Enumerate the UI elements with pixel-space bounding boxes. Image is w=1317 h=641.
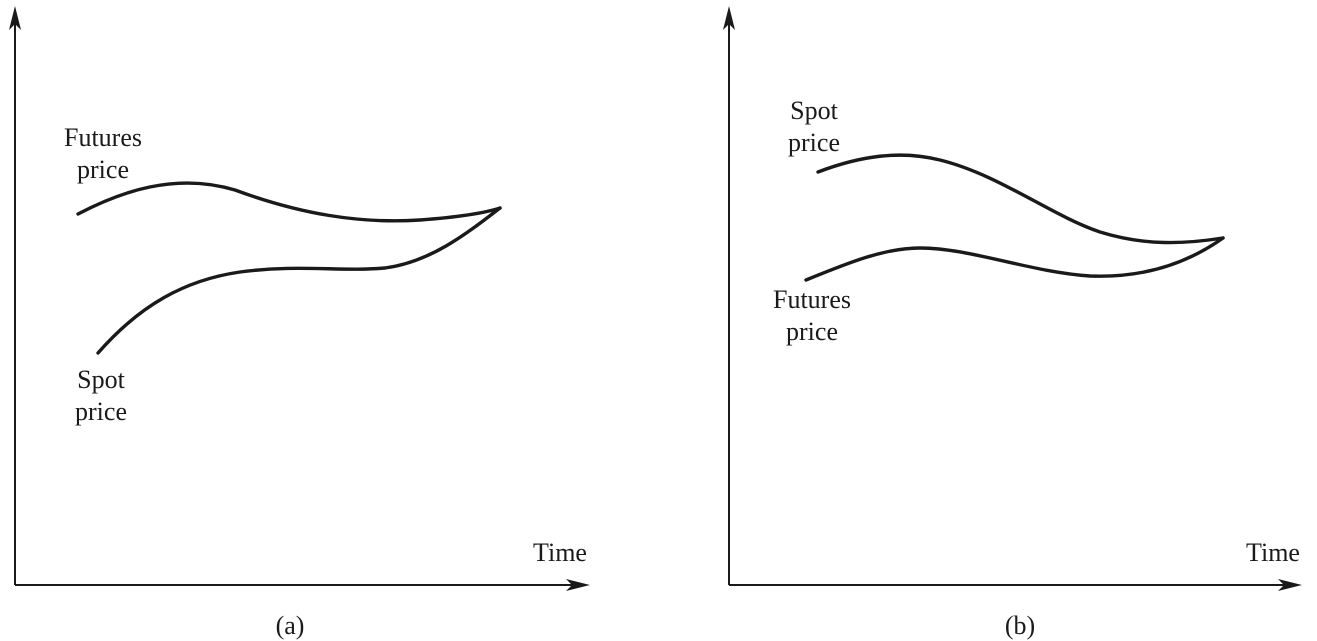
panel-b-spot-price-curve xyxy=(816,153,1225,245)
panel-b-caption: (b) xyxy=(1005,611,1035,640)
panel-a-spot-label-line2: price xyxy=(75,397,127,426)
panel-a-caption: (a) xyxy=(276,611,305,640)
panel-a-x-axis-label: Time xyxy=(533,538,587,567)
panel-b-spot-label-line1: Spot xyxy=(790,96,838,125)
panel-a-futures-price-curve xyxy=(76,181,502,223)
panel-a-futures-label-line2: price xyxy=(77,155,129,184)
panel-b-spot-label-line2: price xyxy=(788,128,840,157)
panel-a-futures-label-line1: Futures xyxy=(64,123,142,152)
panel-b-futures-price-curve xyxy=(804,236,1225,282)
panel-a-spot-price-curve xyxy=(96,206,502,355)
panel-b: Spot price Futures price Time (b) xyxy=(723,6,1302,640)
panel-b-x-axis-label: Time xyxy=(1246,538,1300,567)
panel-a-spot-label-line1: Spot xyxy=(77,365,125,394)
panel-a-x-axis-arrow xyxy=(566,579,590,591)
panel-b-x-axis-arrow xyxy=(1278,579,1302,591)
panel-b-futures-label-line1: Futures xyxy=(773,285,851,314)
panel-a: Futures price Spot price Time (a) xyxy=(9,6,590,640)
panel-b-y-axis-arrow xyxy=(723,6,735,30)
panel-a-y-axis-arrow xyxy=(9,6,21,30)
panel-b-futures-label-line2: price xyxy=(786,317,838,346)
